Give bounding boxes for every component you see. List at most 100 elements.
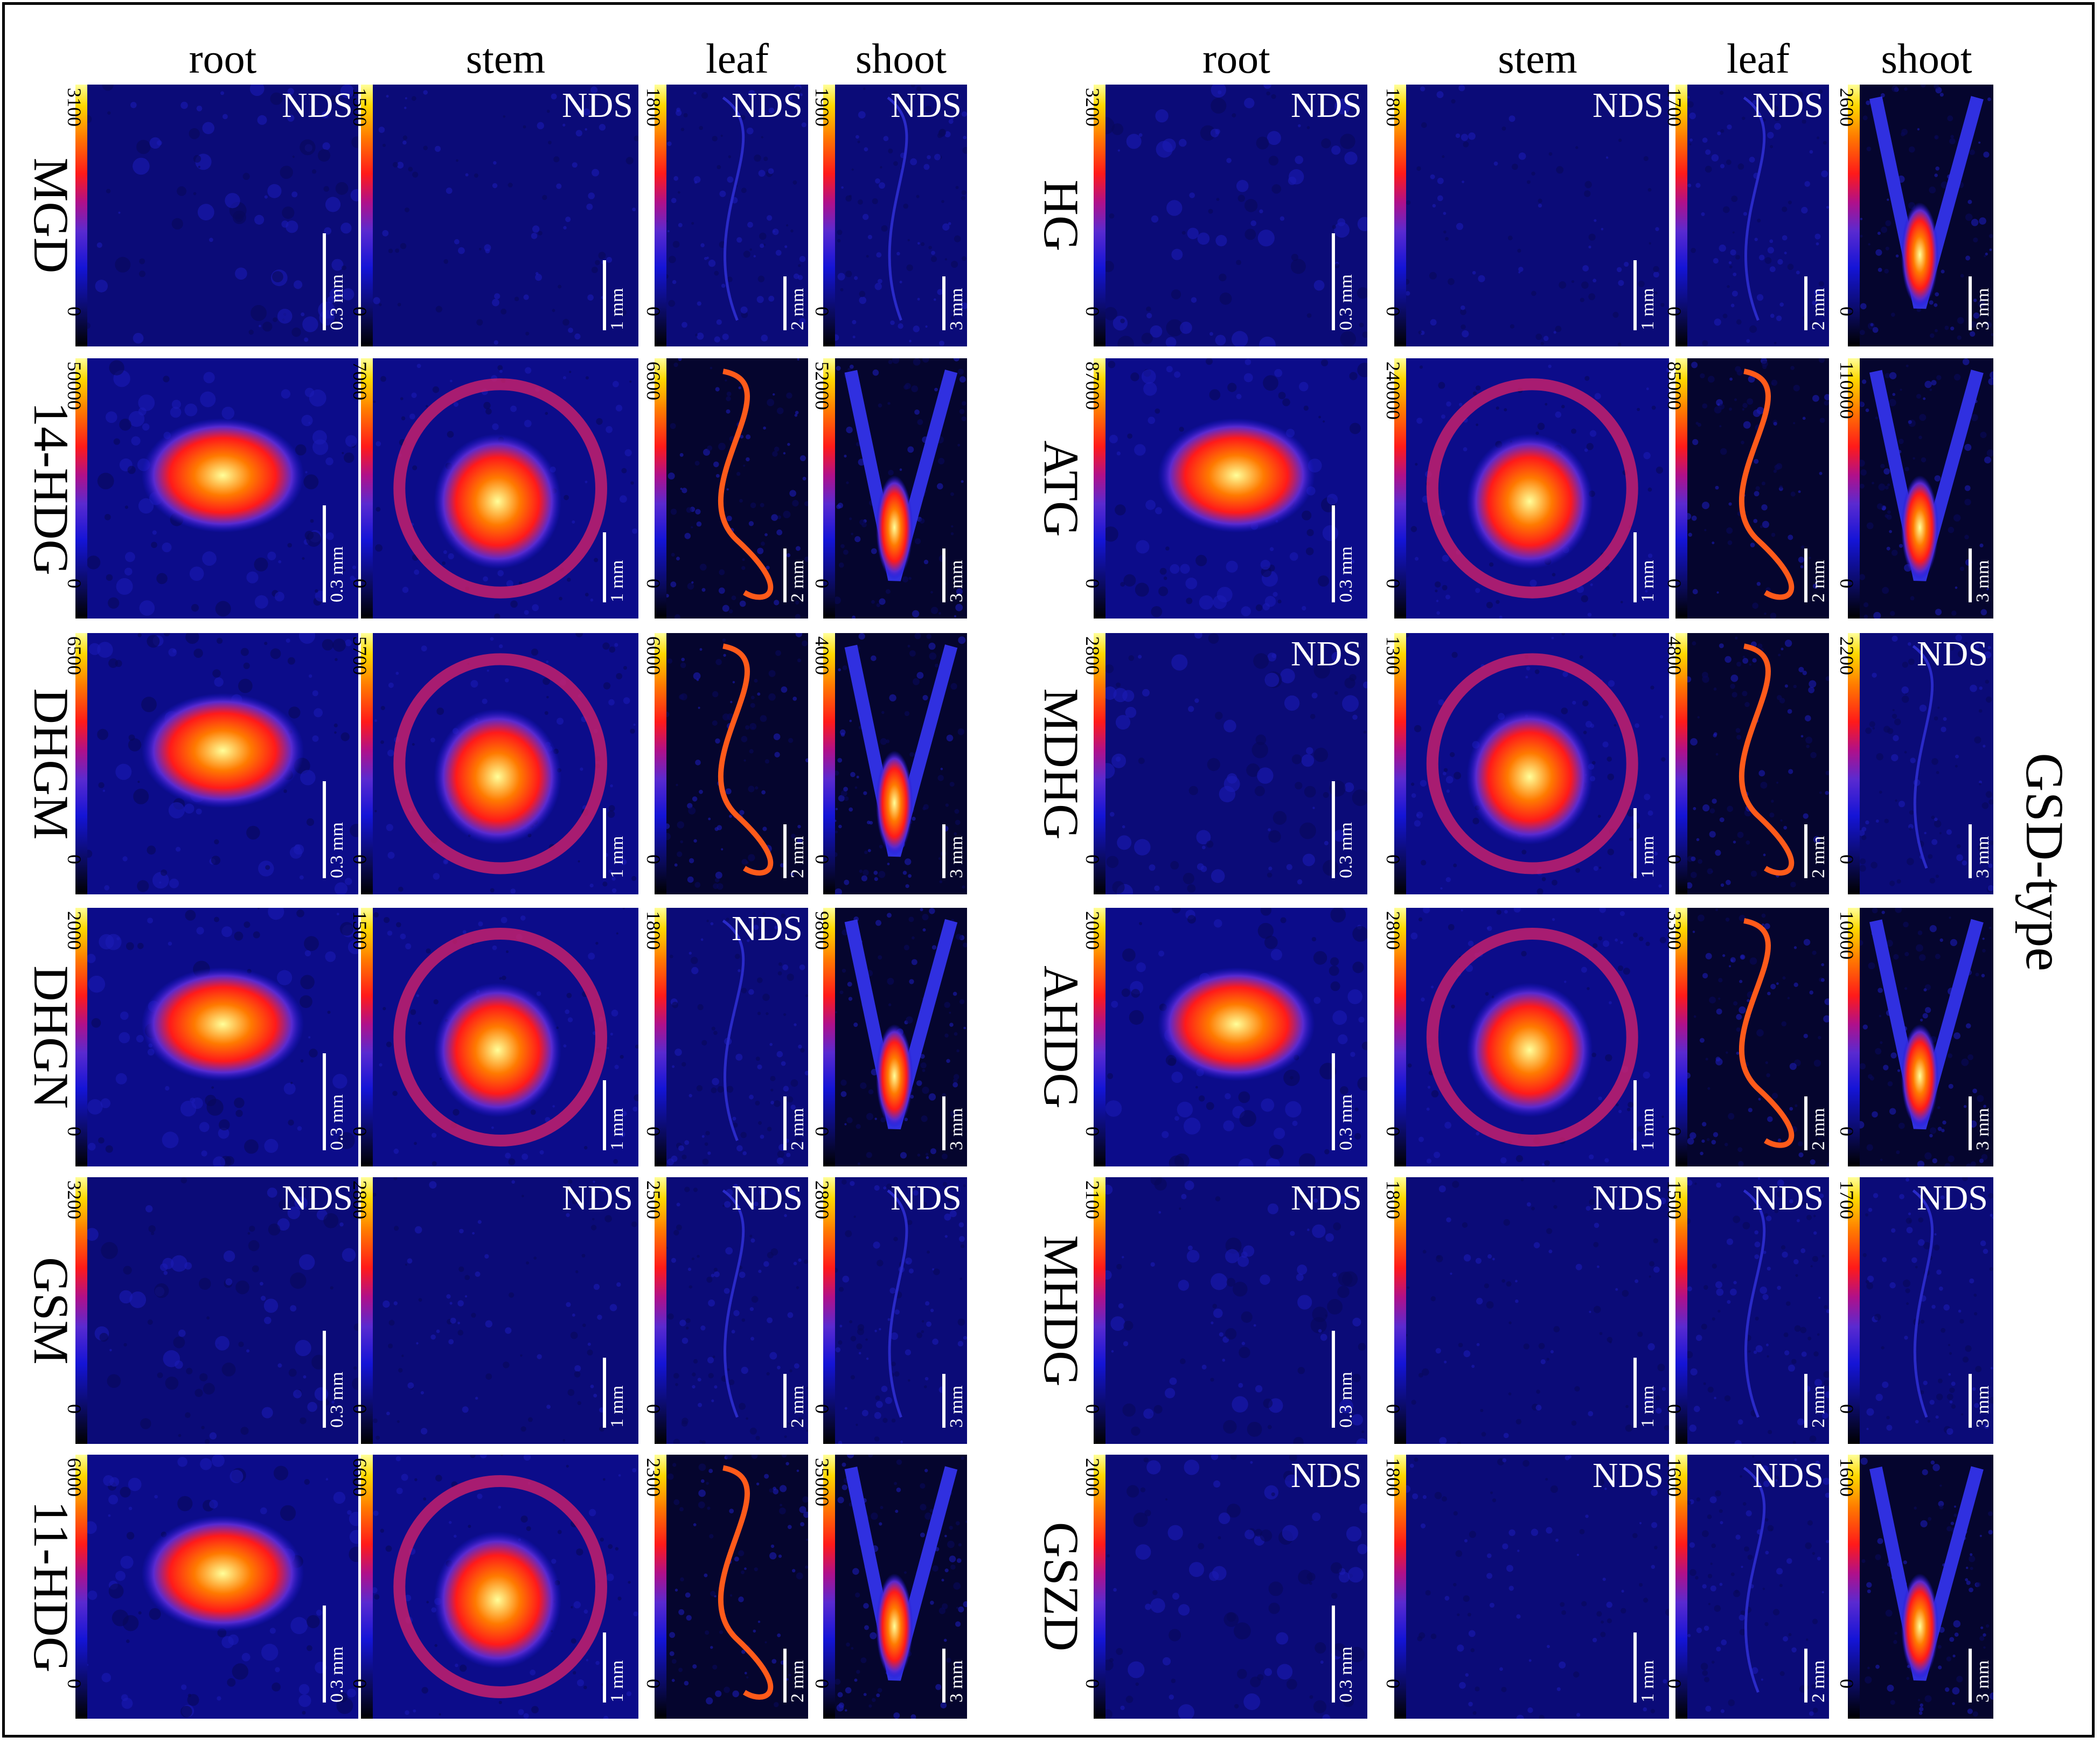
scale-bar	[1633, 532, 1637, 602]
colorbar-min-label: 0	[349, 1127, 371, 1136]
colorbar-max-label: 1800	[1382, 88, 1404, 127]
colorbar-min-label: 0	[1382, 1404, 1404, 1414]
ms-image-shoot	[835, 358, 967, 619]
colorbar	[1675, 1177, 1687, 1444]
colorbar-max-label: 2000	[1082, 1458, 1103, 1497]
colorbar-max-label: 2800	[349, 1180, 371, 1219]
scale-bar-label: 1 mm	[607, 1108, 627, 1150]
ms-image-stem	[373, 85, 638, 346]
scale-bar	[783, 824, 787, 878]
panel-atg-leaf: 85000 0 2 mm	[1664, 358, 1829, 619]
panel-mdhg-leaf: 4800 0 2 mm	[1664, 633, 1829, 894]
panel-gsm-shoot: 2800 0 NDS 3 mm	[811, 1177, 967, 1444]
scale-bar-label: 2 mm	[1809, 560, 1828, 602]
colorbar-min-label: 0	[64, 854, 85, 864]
colorbar-max-label: 3200	[1082, 88, 1103, 127]
panel-mhdg-leaf: 1500 0 NDS 2 mm	[1664, 1177, 1829, 1444]
ms-image-stem	[373, 1177, 638, 1444]
colorbar-min-label: 0	[811, 854, 833, 864]
scale-bar-label: 3 mm	[1973, 1385, 1993, 1428]
colorbar	[1094, 358, 1105, 619]
scale-bar	[1332, 1331, 1335, 1428]
panel-mhdg-root: 2100 0 NDS 0.3 mm	[1082, 1177, 1367, 1444]
scale-bar	[1969, 1096, 1972, 1150]
scale-bar	[323, 505, 326, 602]
scale-bar-label: 1 mm	[607, 1385, 627, 1428]
ms-image-stem	[373, 633, 638, 894]
colorbar	[1094, 633, 1105, 894]
scale-bar	[1332, 1053, 1335, 1150]
scale-bar	[1804, 824, 1807, 878]
panel-atg-stem: 240000 0 1 mm	[1382, 358, 1669, 619]
scale-bar-label: 2 mm	[1809, 836, 1828, 878]
column-header-leaf-left: leaf	[706, 35, 769, 82]
scale-bar-label: 0.3 mm	[327, 546, 347, 602]
scale-bar-label: 1 mm	[1638, 288, 1658, 330]
colorbar-min-label: 0	[811, 1679, 833, 1689]
colorbar	[1675, 85, 1687, 346]
panel-14-hdg-shoot: 52000 0 3 mm	[811, 358, 967, 619]
scale-bar-label: 3 mm	[947, 836, 966, 878]
nds-label: NDS	[1752, 86, 1824, 125]
colorbar	[75, 358, 87, 619]
colorbar-max-label: 1500	[349, 911, 371, 950]
colorbar-min-label: 0	[1664, 1127, 1685, 1136]
panel-gszd-root: 2000 0 NDS 0.3 mm	[1082, 1455, 1367, 1719]
colorbar-max-label: 1600	[1664, 1458, 1685, 1497]
panel-hg-root: 3200 0 NDS 0.3 mm	[1082, 85, 1367, 346]
colorbar-min-label: 0	[64, 1679, 85, 1689]
ms-image-shoot	[835, 633, 967, 894]
colorbar	[1848, 85, 1860, 346]
scale-bar-label: 0.3 mm	[1336, 1646, 1356, 1703]
colorbar	[75, 1177, 87, 1444]
panel-11-hdg-root: 6000 0 0.3 mm	[64, 1455, 358, 1719]
scale-bar-label: 2 mm	[788, 1385, 808, 1428]
colorbar-min-label: 0	[643, 1127, 664, 1136]
colorbar-max-label: 3200	[64, 1180, 85, 1219]
colorbar	[1394, 633, 1406, 894]
ms-image-root	[87, 908, 358, 1166]
colorbar-max-label: 2100	[1082, 1180, 1103, 1219]
scale-bar	[1633, 1080, 1637, 1150]
ms-image-leaf	[1687, 908, 1829, 1166]
colorbar-max-label: 1800	[643, 88, 664, 127]
colorbar-min-label: 0	[1082, 1404, 1103, 1414]
colorbar	[823, 908, 835, 1166]
ms-image-stem	[1406, 1177, 1669, 1444]
panel-mhdg-shoot: 1700 0 NDS 3 mm	[1836, 1177, 1993, 1444]
scale-bar-label: 2 mm	[788, 1660, 808, 1703]
colorbar-max-label: 240000	[1382, 362, 1404, 420]
colorbar-max-label: 4800	[1664, 636, 1685, 675]
scale-bar-label: 3 mm	[947, 560, 966, 602]
ms-image-shoot	[835, 1455, 967, 1719]
ms-image-stem	[373, 908, 638, 1166]
scale-bar	[323, 1053, 326, 1150]
colorbar-max-label: 1800	[1382, 1180, 1404, 1219]
colorbar	[823, 1455, 835, 1719]
nds-label: NDS	[1752, 1178, 1824, 1218]
colorbar-max-label: 1800	[643, 911, 664, 950]
scale-bar	[603, 1358, 606, 1428]
colorbar-min-label: 0	[1382, 854, 1404, 864]
colorbar-max-label: 9800	[811, 911, 833, 950]
row-label-mdhg: MDHG	[1034, 687, 1089, 840]
colorbar	[1394, 1177, 1406, 1444]
colorbar	[361, 633, 373, 894]
scale-bar-label: 3 mm	[947, 1108, 966, 1150]
panel-11-hdg-leaf: 2300 0 2 mm	[643, 1455, 808, 1719]
colorbar	[1675, 633, 1687, 894]
row-label-dhgm: DHGM	[24, 687, 79, 840]
panel-dhgn-stem: 1500 0 1 mm	[349, 908, 638, 1166]
scale-bar	[1804, 548, 1807, 602]
ms-image-stem	[1406, 358, 1669, 619]
ms-image-root	[87, 85, 358, 346]
scale-bar	[603, 532, 606, 602]
colorbar-min-label: 0	[1664, 307, 1685, 316]
ms-image-root	[1105, 1177, 1367, 1444]
colorbar-min-label: 0	[1836, 307, 1858, 316]
colorbar-min-label: 0	[1382, 1679, 1404, 1689]
panel-14-hdg-leaf: 6600 0 2 mm	[643, 358, 808, 619]
colorbar-min-label: 0	[811, 307, 833, 316]
panel-mgd-leaf: 1800 0 NDS 2 mm	[643, 85, 808, 346]
